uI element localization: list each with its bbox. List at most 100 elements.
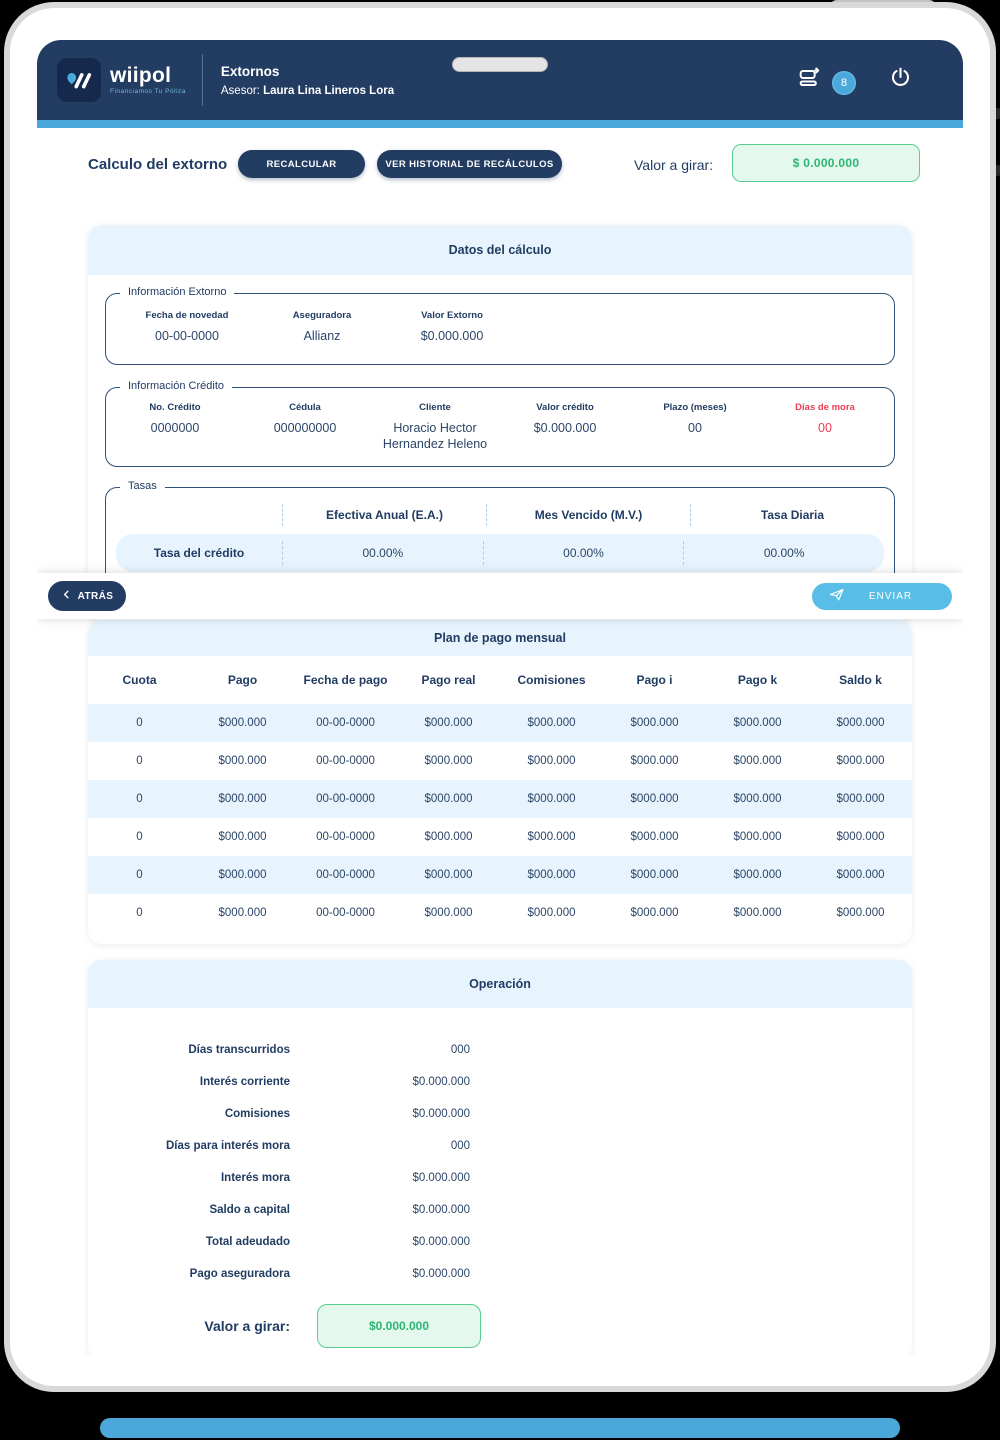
field-valor-credito: Valor crédito $0.000.000 [533,402,597,435]
field-cliente: Cliente Horacio Hector Hernandez Heleno [382,402,488,452]
operation-row-label: Saldo a capital [209,1204,290,1216]
plan-table-cell: 0 [136,907,143,919]
credito-info-legend: Información Crédito [120,380,232,392]
plan-table-cell: $000.000 [527,869,576,881]
transactions-icon [796,64,824,97]
operation-row-value: $0.000.000 [412,1076,470,1088]
transactions-button[interactable]: 8 [796,64,856,97]
power-logout-button[interactable] [888,65,913,95]
plan-table-cell: $000.000 [733,755,782,767]
plan-table-cell: 00-00-0000 [316,869,375,881]
send-button[interactable]: ENVIAR [812,582,952,610]
plan-table-row: 0 $000.000 00-00-0000 $000.000 $000.000 $000.… [88,780,912,818]
payout-value-box: $ 0.000.000 [732,144,920,182]
plan-table-cell: $000.000 [527,755,576,767]
operation-row-value: $0.000.000 [412,1172,470,1184]
field-plazo: Plazo (meses) 00 [663,402,727,435]
field-fecha-novedad: Fecha de novedad 00-00-0000 [145,310,229,343]
operation-rows: Días transcurridos 000 Interés corriente $0… [88,1008,912,1290]
plan-table-cell: $000.000 [733,831,782,843]
plan-table-header: Cuota Pago Fecha de pago Pago real Comis… [122,673,882,687]
send-plane-icon [828,586,845,606]
plan-table-cell: $000.000 [218,831,267,843]
operation-row-label: Días transcurridos [188,1044,290,1056]
plan-table-cell: $000.000 [218,717,267,729]
total-payout-value-box: $0.000.000 [317,1304,481,1348]
advisor-label: Asesor: [220,84,260,97]
operation-row: Días transcurridos 000 [88,1034,912,1066]
tablet-frame: wiipol Financiamos Tu Póliza Extornos As… [10,8,990,1386]
advisor-line: Asesor: Laura Lina Lineros Lora [221,85,394,97]
tasas-value-diaria: 00.00% [683,541,884,565]
plan-table-cell: $000.000 [836,831,885,843]
plan-table-cell: $000.000 [424,755,473,767]
plan-table-cell: 0 [136,831,143,843]
plan-table-cell: $000.000 [218,793,267,805]
tasas-col-ea: Efectiva Anual (E.A.) [282,504,486,526]
plan-table-cell: $000.000 [733,717,782,729]
operation-row-value: $0.000.000 [412,1108,470,1120]
field-aseguradora: Aseguradora Allianz [292,310,352,343]
tasas-value-ea: 00.00% [282,541,483,565]
tasas-value-mv: 00.00% [482,541,684,565]
payment-plan-card: Plan de pago mensual Cuota Pago Fecha de… [88,620,912,944]
history-button[interactable]: VER HISTORIAL DE RECÁLCULOS [377,150,562,178]
back-button[interactable]: ATRÁS [48,581,126,611]
operation-row: Pago aseguradora $0.000.000 [88,1258,912,1290]
plan-table-cell: 0 [136,717,143,729]
operation-row: Interés mora $0.000.000 [88,1162,912,1194]
wiipol-logo-text: wiipol Financiamos Tu Póliza [110,63,186,95]
advisor-name: Laura Lina Lineros Lora [263,84,395,97]
operation-row: Días para interés mora 000 [88,1130,912,1162]
payout-label: Valor a girar: [634,157,714,173]
operation-row-value: $0.000.000 [412,1236,470,1248]
operation-row-label: Interés corriente [199,1076,290,1088]
plan-table-cell: $000.000 [630,831,679,843]
plan-table-cell: 00-00-0000 [316,755,375,767]
app-header: wiipol Financiamos Tu Póliza Extornos As… [37,40,963,120]
logo-wordmark: wiipol [110,63,172,87]
operation-row: Saldo a capital $0.000.000 [88,1194,912,1226]
plan-table-row: 0 $000.000 00-00-0000 $000.000 $000.000 $000.… [88,856,912,894]
operation-row-label: Interés mora [220,1172,290,1184]
recalculate-button[interactable]: RECALCULAR [238,150,365,178]
plan-table-cell: $000.000 [424,831,473,843]
operation-row-label: Días para interés mora [165,1140,290,1152]
calc-data-card: Datos del cálculo Información Extorno Fe… [88,225,912,621]
calc-card-title: Datos del cálculo [88,225,912,275]
operation-row-label: Comisiones [224,1108,290,1120]
plan-table-row: 0 $000.000 00-00-0000 $000.000 $000.000 $000.… [88,818,912,856]
plan-table-cell: 00-00-0000 [316,717,375,729]
tasas-col-mv: Mes Vencido (M.V.) [486,504,690,526]
extorno-info-legend: Información Extorno [120,286,235,298]
plan-table-cell: $000.000 [836,755,885,767]
operation-row-value: $0.000.000 [412,1268,470,1280]
plan-table-cell: $000.000 [733,869,782,881]
notification-badge: 8 [832,71,856,95]
plan-table-cell: $000.000 [218,755,267,767]
plan-table-cell: $000.000 [630,907,679,919]
plan-table-cell: 0 [136,793,143,805]
page-header-title: Extornos [220,63,280,79]
page-title: Calculo del extorno [88,156,228,173]
plan-table-row: 0 $000.000 00-00-0000 $000.000 $000.000 $000.… [88,742,912,780]
plan-table-cell: $000.000 [630,717,679,729]
plan-table-cell: $000.000 [630,793,679,805]
tablet-camera-notch [452,57,548,72]
tasas-credit-rate-row: Tasa del crédito 00.00% 00.00% 00.00% [116,534,884,572]
plan-table-cell: 0 [136,869,143,881]
tasas-col-diaria: Tasa Diaria [690,504,894,526]
plan-table-cell: $000.000 [527,717,576,729]
operation-row: Comisiones $0.000.000 [88,1098,912,1130]
toolbar: Calculo del extorno RECALCULAR VER HISTO… [37,140,963,196]
tasas-header-row: Efectiva Anual (E.A.) Mes Vencido (M.V.)… [106,488,894,526]
tablet-volume-up-button [992,108,1000,119]
operation-row-value: 000 [450,1140,470,1152]
total-payout-label: Valor a girar: [204,1318,290,1334]
operation-row: Interés corriente $0.000.000 [88,1066,912,1098]
payment-plan-title: Plan de pago mensual [88,620,912,656]
header-titles: Extornos Asesor: Laura Lina Lineros Lora [221,64,394,97]
action-bar: ATRÁS ENVIAR [37,573,963,619]
plan-table-cell: $000.000 [630,869,679,881]
field-cedula: Cédula 000000000 [273,402,337,435]
